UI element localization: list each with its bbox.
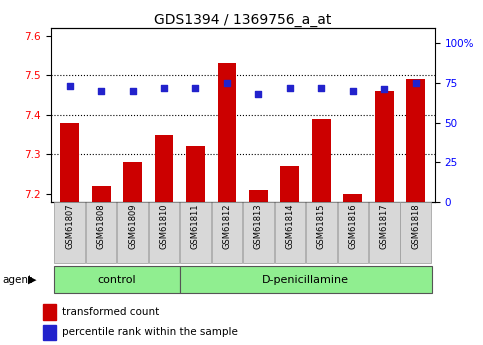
Bar bbox=[281, 166, 299, 202]
FancyBboxPatch shape bbox=[54, 266, 180, 294]
Text: GSM61810: GSM61810 bbox=[159, 204, 169, 249]
FancyBboxPatch shape bbox=[85, 203, 116, 263]
Text: GSM61814: GSM61814 bbox=[285, 204, 295, 249]
Bar bbox=[406, 79, 425, 202]
FancyBboxPatch shape bbox=[306, 203, 337, 263]
Text: GSM61808: GSM61808 bbox=[97, 204, 106, 249]
Text: percentile rank within the sample: percentile rank within the sample bbox=[62, 327, 238, 337]
Text: GSM61815: GSM61815 bbox=[317, 204, 326, 249]
Bar bbox=[155, 135, 173, 202]
Bar bbox=[186, 146, 205, 202]
Bar bbox=[375, 91, 394, 202]
FancyBboxPatch shape bbox=[54, 203, 85, 263]
Point bbox=[97, 88, 105, 94]
Point bbox=[286, 85, 294, 90]
FancyBboxPatch shape bbox=[212, 203, 242, 263]
Text: GSM61817: GSM61817 bbox=[380, 204, 389, 249]
Bar bbox=[343, 194, 362, 202]
FancyBboxPatch shape bbox=[243, 203, 274, 263]
Title: GDS1394 / 1369756_a_at: GDS1394 / 1369756_a_at bbox=[154, 12, 331, 27]
Text: agent: agent bbox=[2, 275, 32, 285]
Bar bbox=[249, 190, 268, 202]
FancyBboxPatch shape bbox=[149, 203, 179, 263]
FancyBboxPatch shape bbox=[338, 203, 368, 263]
Bar bbox=[92, 186, 111, 202]
FancyBboxPatch shape bbox=[369, 203, 400, 263]
Text: GSM61807: GSM61807 bbox=[65, 204, 74, 249]
Point bbox=[66, 83, 73, 89]
Text: control: control bbox=[98, 275, 136, 285]
Point bbox=[381, 87, 388, 92]
Point bbox=[317, 85, 325, 90]
Bar bbox=[123, 162, 142, 202]
Bar bbox=[312, 119, 331, 202]
Bar bbox=[217, 63, 236, 202]
Text: GSM61818: GSM61818 bbox=[412, 204, 420, 249]
Text: GSM61813: GSM61813 bbox=[254, 204, 263, 249]
Text: GSM61816: GSM61816 bbox=[348, 204, 357, 249]
Point bbox=[192, 85, 199, 90]
Bar bbox=[60, 122, 79, 202]
Text: ▶: ▶ bbox=[28, 275, 37, 285]
Text: GSM61809: GSM61809 bbox=[128, 204, 137, 249]
Text: GSM61811: GSM61811 bbox=[191, 204, 200, 249]
Point bbox=[128, 88, 136, 94]
FancyBboxPatch shape bbox=[400, 203, 431, 263]
Point bbox=[160, 85, 168, 90]
Text: GSM61812: GSM61812 bbox=[223, 204, 231, 249]
Point bbox=[412, 80, 420, 86]
Text: D-penicillamine: D-penicillamine bbox=[262, 275, 349, 285]
FancyBboxPatch shape bbox=[180, 266, 431, 294]
Bar bbox=[43, 325, 56, 340]
Bar bbox=[43, 304, 56, 319]
FancyBboxPatch shape bbox=[274, 203, 305, 263]
Point bbox=[255, 91, 262, 97]
FancyBboxPatch shape bbox=[117, 203, 148, 263]
Text: transformed count: transformed count bbox=[62, 307, 159, 317]
FancyBboxPatch shape bbox=[180, 203, 211, 263]
Point bbox=[349, 88, 357, 94]
Point bbox=[223, 80, 231, 86]
